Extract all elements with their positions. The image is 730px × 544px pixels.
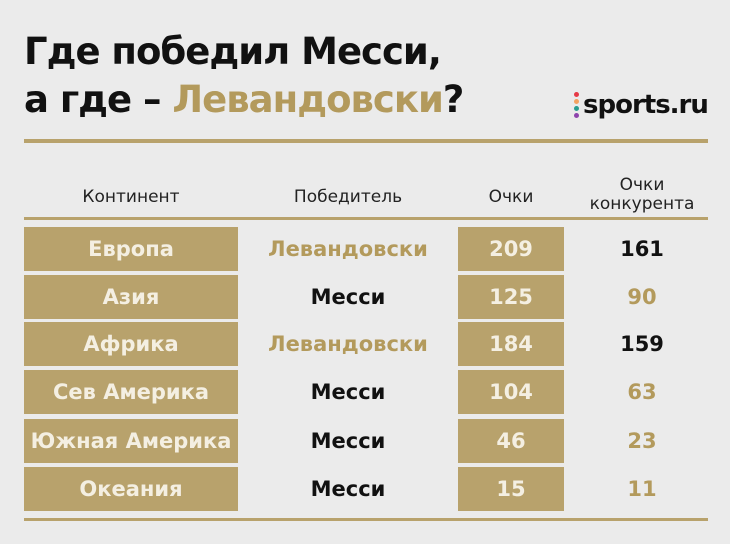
title-line-1: Где победил Месси, xyxy=(24,30,442,73)
opponent-points-cell: 161 xyxy=(620,237,664,261)
points-cell: 15 xyxy=(458,467,564,511)
header-opponent-points: Очки конкурента xyxy=(580,176,704,214)
table-row: Азия Месси 125 90 xyxy=(0,275,730,319)
points-cell: 209 xyxy=(458,227,564,271)
opponent-points-cell: 23 xyxy=(627,429,657,453)
continent-cell: Южная Америка xyxy=(24,419,238,463)
logo-dot xyxy=(574,106,579,111)
table-row: Сев Америка Месси 104 63 xyxy=(0,370,730,414)
logo-dot xyxy=(574,99,579,104)
opponent-points-cell: 159 xyxy=(620,332,664,356)
winner-cell: Левандовски xyxy=(268,332,428,356)
logo-dots-icon xyxy=(574,92,579,118)
winner-cell: Месси xyxy=(310,477,386,501)
title-line-2-prefix: а где – xyxy=(24,78,173,121)
logo-dot xyxy=(574,113,579,118)
points-cell: 46 xyxy=(458,419,564,463)
continent-cell: Европа xyxy=(24,227,238,271)
title-line-2-suffix: ? xyxy=(442,78,464,121)
top-divider xyxy=(24,139,708,143)
header-divider xyxy=(24,217,708,220)
opponent-points-cell: 11 xyxy=(627,477,657,501)
opponent-points-cell: 90 xyxy=(627,285,657,309)
sports-ru-logo: sports.ru xyxy=(574,90,709,120)
header-winner: Победитель xyxy=(293,187,403,207)
page-title: Где победил Месси, а где – Левандовски? xyxy=(24,28,464,124)
continent-cell: Океания xyxy=(24,467,238,511)
table-row: Европа Левандовски 209 161 xyxy=(0,227,730,271)
logo-text: sports.ru xyxy=(583,90,709,120)
continent-cell: Африка xyxy=(24,322,238,366)
opponent-points-cell: 63 xyxy=(627,380,657,404)
header-opponent-line-2: конкурента xyxy=(589,194,695,214)
header-points: Очки xyxy=(488,187,534,207)
winner-cell: Месси xyxy=(310,285,386,309)
winner-cell: Левандовски xyxy=(268,237,428,261)
continent-cell: Азия xyxy=(24,275,238,319)
points-cell: 184 xyxy=(458,322,564,366)
header-continent: Континент xyxy=(82,187,180,207)
bottom-divider xyxy=(24,518,708,521)
logo-dot xyxy=(574,92,579,97)
table-row: Океания Месси 15 11 xyxy=(0,467,730,511)
points-cell: 125 xyxy=(458,275,564,319)
table-row: Африка Левандовски 184 159 xyxy=(0,322,730,366)
points-cell: 104 xyxy=(458,370,564,414)
title-highlight: Левандовски xyxy=(172,78,443,121)
continent-cell: Сев Америка xyxy=(24,370,238,414)
winner-cell: Месси xyxy=(310,380,386,404)
header-opponent-line-1: Очки xyxy=(619,175,665,195)
winner-cell: Месси xyxy=(310,429,386,453)
table-row: Южная Америка Месси 46 23 xyxy=(0,419,730,463)
title-line-2: а где – Левандовски? xyxy=(24,76,464,124)
